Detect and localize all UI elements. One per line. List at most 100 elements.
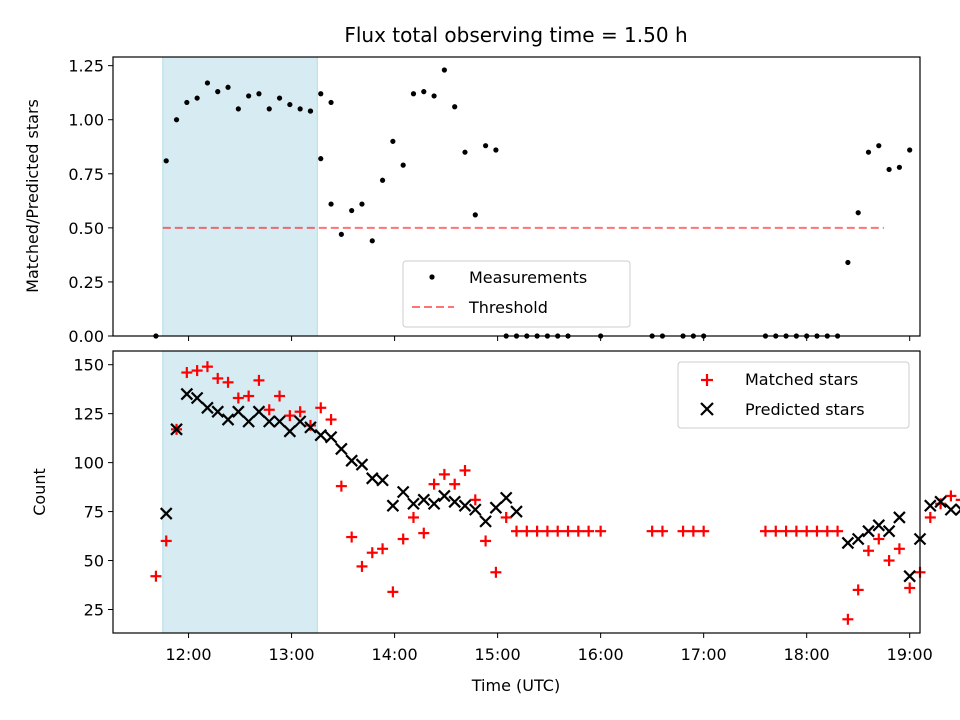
measurement-point (225, 84, 231, 90)
count-y-tick-label: 25 (84, 601, 104, 620)
matched-star-marker (873, 533, 885, 545)
matched-star-marker (325, 414, 337, 426)
matched-star-marker (904, 582, 916, 594)
predicted-star-marker (335, 442, 348, 456)
matched-star-marker (181, 367, 193, 379)
count-x-tick-label: 13:00 (269, 645, 315, 664)
predicted-star-marker (944, 503, 958, 516)
matched-star-marker (201, 361, 213, 373)
matched-star-marker (770, 525, 782, 537)
predicted-star-marker (252, 405, 266, 418)
matched-star-marker (315, 402, 327, 414)
count-x-tick-label: 18:00 (784, 645, 830, 664)
predicted-star-marker (438, 489, 451, 503)
predicted-star-marker (170, 423, 183, 436)
predicted-star-marker (180, 387, 194, 401)
measurement-point (452, 104, 458, 110)
predicted-star-marker (345, 454, 358, 467)
predicted-star-marker (903, 569, 916, 583)
predicted-star-marker (242, 415, 255, 428)
count-y-tick-label: 75 (84, 503, 104, 522)
predicted-star-marker (262, 415, 276, 428)
measurement-point (194, 95, 200, 101)
predicted-star-marker (469, 503, 482, 516)
predicted-star-marker (273, 415, 286, 428)
ratio-legend: Measurements Threshold (402, 260, 631, 328)
matched-star-marker (852, 584, 864, 596)
predicted-star-marker (934, 495, 947, 509)
predicted-star-marker (954, 503, 960, 516)
measurement-point (462, 149, 468, 155)
measurement-point (421, 89, 427, 95)
measurement-point (266, 106, 272, 112)
matched-star-marker (935, 498, 947, 510)
predicted-star-marker (851, 532, 865, 546)
predicted-star-marker (882, 524, 896, 538)
predicted-star-marker (293, 415, 307, 428)
predicted-star-marker (417, 493, 431, 507)
predicted-star-marker (304, 421, 317, 434)
predicted-star-marker (211, 405, 225, 418)
predicted-star-marker (489, 501, 503, 514)
ratio-y-tick-label: 0.50 (68, 219, 104, 238)
measurement-point (845, 259, 851, 266)
measurement-point (328, 201, 334, 207)
count-y-tick-label: 50 (84, 552, 104, 571)
predicted-star-marker (283, 425, 297, 438)
count-legend-box (677, 361, 910, 429)
matched-star-marker (480, 535, 492, 547)
matched-star-marker (263, 404, 275, 416)
matched-star-marker (583, 525, 595, 537)
matched-star-marker (677, 525, 689, 537)
predicted-star-marker (479, 515, 492, 528)
matched-star-marker (500, 511, 512, 523)
predicted-star-marker (510, 505, 523, 518)
matched-star-marker (924, 511, 936, 523)
matched-star-marker (304, 419, 316, 431)
measurement-point (390, 138, 396, 144)
predicted-star-marker (396, 485, 410, 499)
measurement-point (328, 99, 334, 106)
matched-star-marker (687, 525, 699, 537)
matched-star-marker (377, 543, 389, 555)
matched-star-marker (335, 480, 347, 492)
count-panel: 25 50 75 100 125 150 12:00 13:00 14:00 15:00 16:0… (30, 350, 960, 695)
predicted-star-marker (924, 499, 937, 512)
ratio-y-tick-label: 1.00 (68, 111, 104, 130)
predicted-star-marker (159, 507, 173, 520)
matched-star-marker (595, 525, 607, 537)
ratio-legend-box (402, 260, 631, 328)
matched-star-marker (759, 525, 771, 537)
measurement-point (276, 95, 283, 101)
count-y-tick-label: 100 (73, 454, 104, 473)
matched-star-marker (449, 478, 461, 490)
measurement-point (297, 106, 303, 112)
matched-star-marker (531, 525, 543, 537)
matched-star-marker (366, 547, 378, 559)
matched-star-marker (346, 531, 358, 543)
matched-star-marker (656, 525, 668, 537)
matched-star-marker (428, 478, 440, 490)
measurement-point (400, 162, 406, 168)
measurement-point (472, 212, 478, 218)
predicted-star-marker (448, 495, 461, 509)
measurement-point (886, 166, 892, 173)
matched-star-marker (801, 525, 813, 537)
measurement-point (482, 143, 489, 149)
matched-star-marker (294, 406, 306, 418)
matched-star-marker (418, 527, 430, 539)
matched-star-marker (698, 525, 710, 537)
measurement-point (431, 93, 437, 99)
predicted-star-marker (458, 499, 472, 512)
count-x-tick-label: 12:00 (165, 645, 211, 664)
matched-star-marker (490, 566, 502, 578)
predicted-star-marker (841, 536, 855, 550)
measurement-point (246, 93, 252, 99)
count-y-ticks: 25 50 75 100 125 150 (73, 356, 113, 620)
measurement-point (369, 238, 375, 244)
ratio-y-ticks: 0.00 0.25 0.50 0.75 1.00 1.25 (68, 57, 113, 346)
measurement-point (907, 147, 913, 153)
predicted-star-marker (190, 391, 204, 405)
predicted-star-marker (314, 428, 328, 442)
